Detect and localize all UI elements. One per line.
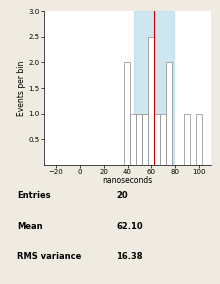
Bar [136,114,142,165]
Bar [130,114,136,165]
Text: 62.10: 62.10 [117,222,143,231]
Bar [196,114,202,165]
Text: Mean: Mean [17,222,43,231]
Bar [124,62,130,165]
Text: 16.38: 16.38 [117,252,143,261]
Bar [184,114,190,165]
Bar [134,11,174,165]
Text: 20: 20 [117,191,128,200]
Bar [154,114,160,165]
Text: Entries: Entries [17,191,51,200]
X-axis label: nanoseconds: nanoseconds [103,176,153,185]
Y-axis label: Events per bin: Events per bin [17,60,26,116]
Bar [142,114,148,165]
Bar [166,62,172,165]
Bar [160,114,166,165]
Bar [148,37,154,165]
Text: RMS variance: RMS variance [17,252,82,261]
